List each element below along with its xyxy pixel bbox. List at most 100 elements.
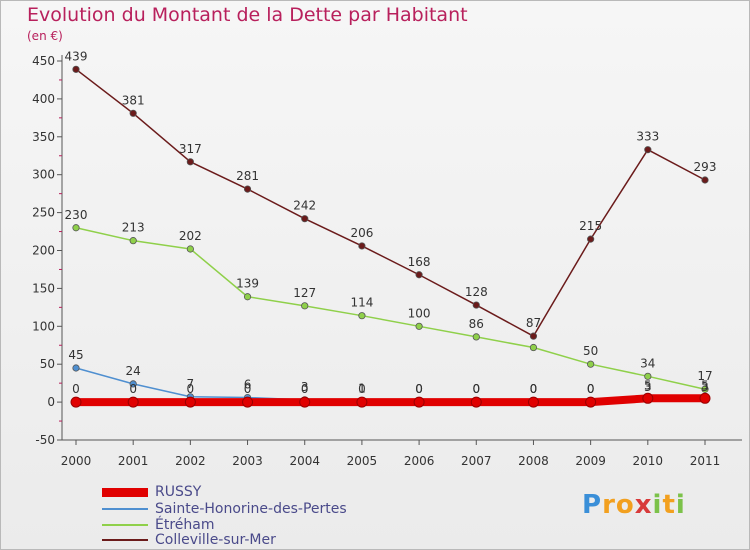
y-tick-label: 300 bbox=[32, 168, 55, 182]
legend-swatch-russy bbox=[102, 487, 148, 497]
data-label: 0 bbox=[129, 382, 137, 396]
data-point bbox=[301, 302, 309, 310]
y-tick-label: 350 bbox=[32, 130, 55, 144]
data-label: 17 bbox=[697, 369, 712, 383]
y-tick-label: 100 bbox=[32, 319, 55, 333]
data-label: 127 bbox=[293, 286, 316, 300]
data-point bbox=[70, 396, 82, 408]
data-label: 281 bbox=[236, 169, 259, 183]
data-point bbox=[529, 332, 538, 340]
legend-item-sainte-honorine: Sainte-Honorine-des-Pertes bbox=[102, 501, 347, 517]
series-line--tr-ham bbox=[75, 227, 706, 390]
data-point bbox=[699, 392, 711, 404]
data-point bbox=[472, 301, 480, 309]
data-label: 3 bbox=[301, 380, 309, 394]
data-point bbox=[129, 237, 137, 245]
chart-title: Evolution du Montant de la Dette par Hab… bbox=[27, 4, 468, 26]
data-label: 87 bbox=[526, 316, 541, 330]
data-point bbox=[529, 343, 538, 352]
legend-item-colleville: Colleville-sur-Mer bbox=[102, 532, 276, 548]
legend-label-colleville: Colleville-sur-Mer bbox=[155, 532, 276, 548]
proxiti-logo: Proxiti bbox=[582, 490, 686, 520]
data-label: 206 bbox=[350, 226, 373, 240]
data-label: 0 bbox=[358, 382, 366, 396]
data-label: 100 bbox=[408, 306, 431, 320]
data-label: 0 bbox=[187, 382, 195, 396]
y-tick-label: 150 bbox=[32, 281, 55, 295]
data-point bbox=[585, 396, 597, 408]
data-label: 293 bbox=[694, 160, 717, 174]
legend-swatch-sainte-honorine bbox=[102, 508, 148, 510]
data-point bbox=[301, 215, 309, 223]
data-label: 242 bbox=[293, 199, 316, 213]
data-label: 86 bbox=[469, 317, 484, 331]
data-point bbox=[243, 185, 252, 193]
logo-letter: o bbox=[615, 490, 635, 520]
logo-letter: P bbox=[582, 490, 603, 520]
data-point bbox=[186, 245, 194, 253]
data-point bbox=[356, 396, 368, 408]
data-point bbox=[701, 176, 709, 184]
data-point bbox=[186, 158, 194, 166]
data-point bbox=[72, 364, 80, 372]
data-label: 0 bbox=[472, 382, 480, 396]
x-tick-label: 2001 bbox=[118, 454, 149, 468]
data-label: 5 bbox=[701, 378, 709, 392]
logo-letter: r bbox=[602, 490, 616, 520]
legend-swatch-colleville bbox=[102, 539, 148, 541]
data-label: 0 bbox=[415, 382, 423, 396]
data-point bbox=[587, 360, 595, 368]
data-point bbox=[587, 235, 595, 243]
data-point bbox=[72, 65, 80, 73]
data-label: 0 bbox=[587, 382, 595, 396]
data-label: 333 bbox=[636, 130, 659, 144]
data-label: 0 bbox=[72, 382, 80, 396]
data-point bbox=[129, 109, 137, 117]
data-label: 45 bbox=[68, 348, 83, 362]
x-tick-label: 2011 bbox=[690, 454, 721, 468]
data-point bbox=[129, 380, 137, 388]
x-tick-label: 2007 bbox=[461, 454, 492, 468]
data-point bbox=[415, 322, 423, 330]
data-label: 114 bbox=[350, 296, 373, 310]
data-label: 381 bbox=[122, 93, 145, 107]
x-tick-label: 2006 bbox=[404, 454, 435, 468]
data-label: 5 bbox=[644, 378, 652, 392]
x-tick-label: 2000 bbox=[61, 454, 92, 468]
x-tick-label: 2003 bbox=[232, 454, 263, 468]
y-tick-label: 200 bbox=[32, 244, 55, 258]
data-label: 168 bbox=[408, 255, 431, 269]
data-label: 7 bbox=[187, 377, 195, 391]
data-label: 128 bbox=[465, 285, 488, 299]
data-point bbox=[644, 372, 652, 380]
x-tick-label: 2008 bbox=[518, 454, 549, 468]
data-point bbox=[472, 333, 480, 341]
y-tick-label: 0 bbox=[47, 395, 55, 409]
data-label: 1 bbox=[358, 381, 366, 395]
data-label: 3 bbox=[644, 380, 652, 394]
data-label: 0 bbox=[530, 382, 538, 396]
legend-item-etreham: Étréham bbox=[102, 517, 215, 533]
data-label: 24 bbox=[126, 364, 141, 378]
legend-item-russy: RUSSY bbox=[102, 484, 201, 500]
x-tick-label: 2002 bbox=[175, 454, 206, 468]
legend-swatch-etreham bbox=[102, 524, 148, 526]
data-point bbox=[242, 396, 254, 408]
logo-letter: i bbox=[652, 490, 663, 520]
data-label: 213 bbox=[122, 221, 145, 235]
data-label: 0 bbox=[244, 382, 252, 396]
series-line-russy bbox=[72, 394, 709, 407]
data-label: 3 bbox=[701, 380, 709, 394]
data-point bbox=[358, 242, 366, 250]
x-tick-label: 2005 bbox=[347, 454, 378, 468]
data-point bbox=[243, 293, 252, 301]
data-label: 139 bbox=[236, 277, 259, 291]
data-label: 0 bbox=[587, 382, 595, 396]
data-point bbox=[72, 224, 80, 232]
data-label: 0 bbox=[415, 382, 423, 396]
y-tick-label: 50 bbox=[40, 357, 55, 371]
data-point bbox=[413, 396, 425, 408]
x-tick-label: 2010 bbox=[633, 454, 664, 468]
